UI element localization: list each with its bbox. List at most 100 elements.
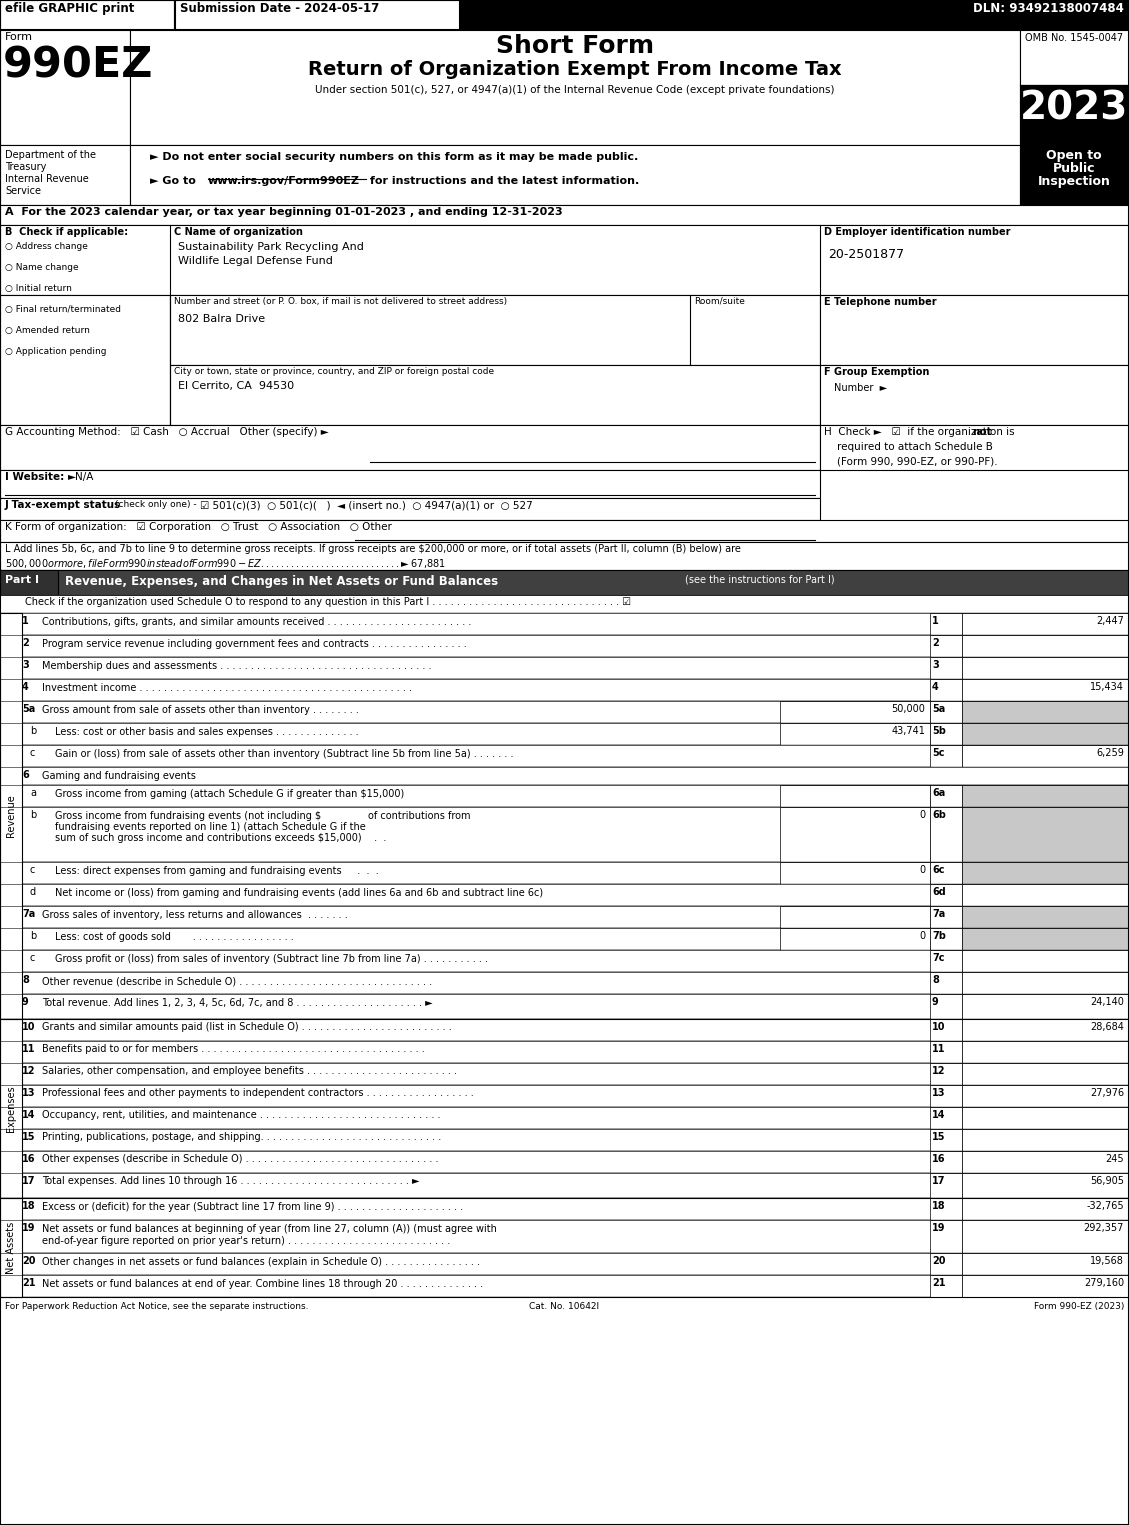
Text: 3: 3: [933, 660, 938, 669]
Bar: [930, 1019, 962, 1042]
Text: ○ Address change: ○ Address change: [5, 242, 88, 252]
Text: 20: 20: [21, 1257, 35, 1266]
Bar: [0, 785, 1129, 807]
Text: 12: 12: [21, 1066, 35, 1077]
Bar: [170, 294, 820, 364]
Text: I Website:: I Website:: [5, 473, 68, 482]
Bar: [930, 1199, 962, 1220]
Bar: [0, 1199, 21, 1296]
Text: A  For the 2023 calendar year, or tax year beginning 01-01-2023 , and ending 12-: A For the 2023 calendar year, or tax yea…: [5, 207, 562, 217]
Text: b: b: [30, 726, 36, 737]
Bar: [0, 1042, 1129, 1063]
Text: 5a: 5a: [21, 705, 35, 714]
Text: (Form 990, 990-EZ, or 990-PF).: (Form 990, 990-EZ, or 990-PF).: [824, 458, 998, 467]
Bar: [962, 1084, 1129, 1107]
Text: 3: 3: [21, 660, 28, 669]
Text: required to attach Schedule B: required to attach Schedule B: [824, 442, 992, 451]
Bar: [0, 1151, 1129, 1173]
Text: 4: 4: [21, 682, 28, 692]
Bar: [0, 1173, 1129, 1199]
Text: C Name of organization: C Name of organization: [174, 227, 303, 236]
Text: Public: Public: [1052, 162, 1095, 175]
Text: 56,905: 56,905: [1089, 1176, 1124, 1186]
Text: 28,684: 28,684: [1091, 1022, 1124, 1032]
Text: for instructions and the latest information.: for instructions and the latest informat…: [366, 175, 639, 186]
Text: Gross income from fundraising events (not including $               of contribut: Gross income from fundraising events (no…: [55, 811, 471, 820]
Bar: [962, 785, 1129, 807]
Text: Form: Form: [5, 32, 33, 43]
Text: ► Go to: ► Go to: [150, 175, 200, 186]
Text: Form 990-EZ (2023): Form 990-EZ (2023): [1034, 1302, 1124, 1312]
Text: Number  ►: Number ►: [834, 383, 887, 393]
Text: Total expenses. Add lines 10 through 16 . . . . . . . . . . . . . . . . . . . . : Total expenses. Add lines 10 through 16 …: [42, 1176, 420, 1186]
Bar: [930, 657, 962, 679]
Bar: [0, 884, 1129, 906]
Text: Membership dues and assessments . . . . . . . . . . . . . . . . . . . . . . . . : Membership dues and assessments . . . . …: [42, 660, 431, 671]
Text: 0: 0: [919, 930, 925, 941]
Text: ○ Final return/terminated: ○ Final return/terminated: [5, 305, 121, 314]
Bar: [962, 906, 1129, 929]
Text: $500,000 or more, file Form 990 instead of Form 990-EZ . . . . . . . . . . . . .: $500,000 or more, file Form 990 instead …: [5, 557, 446, 570]
Text: 6c: 6c: [933, 865, 945, 875]
Bar: [962, 971, 1129, 994]
Text: ► Do not enter social security numbers on this form as it may be made public.: ► Do not enter social security numbers o…: [150, 152, 638, 162]
Text: 6: 6: [21, 770, 28, 779]
Bar: [175, 0, 460, 30]
Bar: [0, 595, 1129, 613]
Bar: [0, 634, 1129, 657]
Bar: [0, 807, 1129, 862]
Bar: [0, 767, 1129, 785]
Bar: [930, 1063, 962, 1084]
Bar: [962, 884, 1129, 906]
Bar: [0, 1220, 1129, 1254]
Text: Gross profit or (loss) from sales of inventory (Subtract line 7b from line 7a) .: Gross profit or (loss) from sales of inv…: [55, 955, 488, 964]
Bar: [962, 1173, 1129, 1199]
Bar: [930, 1173, 962, 1199]
Text: 245: 245: [1105, 1154, 1124, 1164]
Text: 19: 19: [933, 1223, 945, 1234]
Text: Gross sales of inventory, less returns and allowances  . . . . . . .: Gross sales of inventory, less returns a…: [42, 910, 348, 920]
Text: fundraising events reported on line 1) (attach Schedule G if the: fundraising events reported on line 1) (…: [55, 822, 366, 833]
Bar: [780, 929, 930, 950]
Bar: [930, 1107, 962, 1128]
Bar: [930, 929, 962, 950]
Text: 14: 14: [933, 1110, 945, 1119]
Text: 990EZ: 990EZ: [3, 46, 154, 87]
Text: www.irs.gov/Form990EZ: www.irs.gov/Form990EZ: [208, 175, 360, 186]
Text: Gross amount from sale of assets other than inventory . . . . . . . .: Gross amount from sale of assets other t…: [42, 705, 359, 715]
Text: Internal Revenue: Internal Revenue: [5, 174, 89, 185]
Text: 19: 19: [21, 1223, 35, 1234]
Text: Wildlife Legal Defense Fund: Wildlife Legal Defense Fund: [178, 256, 333, 265]
Text: ☑ 501(c)(3)  ○ 501(c)(   )  ◄ (insert no.)  ○ 4947(a)(1) or  ○ 527: ☑ 501(c)(3) ○ 501(c)( ) ◄ (insert no.) ○…: [200, 500, 533, 509]
Text: 7a: 7a: [933, 909, 945, 920]
Bar: [930, 1042, 962, 1063]
Bar: [0, 204, 1129, 226]
Bar: [930, 906, 962, 929]
Text: 279,160: 279,160: [1084, 1278, 1124, 1289]
Bar: [780, 702, 930, 723]
Text: 15: 15: [933, 1132, 945, 1142]
Bar: [0, 1107, 1129, 1128]
Bar: [0, 541, 1129, 570]
Bar: [930, 1275, 962, 1296]
Text: 2023: 2023: [1019, 90, 1128, 128]
Text: b: b: [30, 930, 36, 941]
Bar: [962, 613, 1129, 634]
Text: 1: 1: [933, 616, 938, 625]
Text: Total revenue. Add lines 1, 2, 3, 4, 5c, 6d, 7c, and 8 . . . . . . . . . . . . .: Total revenue. Add lines 1, 2, 3, 4, 5c,…: [42, 997, 432, 1008]
Text: Short Form: Short Form: [496, 34, 654, 58]
Bar: [930, 746, 962, 767]
Text: 17: 17: [21, 1176, 35, 1186]
Text: Contributions, gifts, grants, and similar amounts received . . . . . . . . . . .: Contributions, gifts, grants, and simila…: [42, 618, 472, 627]
Text: OMB No. 1545-0047: OMB No. 1545-0047: [1025, 34, 1123, 43]
Text: a: a: [30, 788, 36, 798]
Bar: [930, 702, 962, 723]
Text: 9: 9: [933, 997, 938, 1006]
Text: 14: 14: [21, 1110, 35, 1119]
Text: Treasury: Treasury: [5, 162, 46, 172]
Bar: [1019, 30, 1129, 85]
Text: Sustainability Park Recycling And: Sustainability Park Recycling And: [178, 242, 364, 252]
Text: 8: 8: [21, 974, 29, 985]
Bar: [962, 1042, 1129, 1063]
Text: Printing, publications, postage, and shipping. . . . . . . . . . . . . . . . . .: Printing, publications, postage, and shi…: [42, 1132, 441, 1142]
